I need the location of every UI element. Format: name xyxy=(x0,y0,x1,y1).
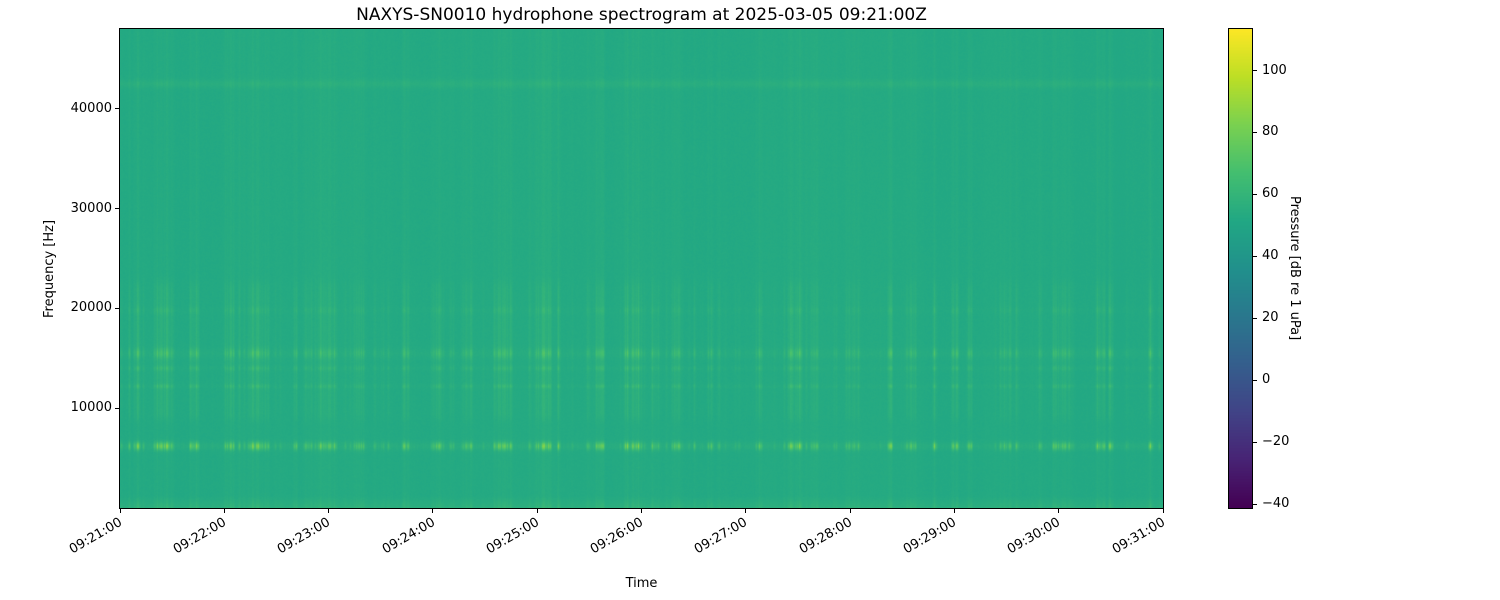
colorbar-tick-mark xyxy=(1253,317,1257,319)
chart-title: NAXYS-SN0010 hydrophone spectrogram at 2… xyxy=(356,5,927,25)
x-tick-mark xyxy=(328,509,330,513)
colorbar-tick-mark xyxy=(1253,441,1257,443)
x-axis-label: Time xyxy=(625,576,658,591)
x-tick-mark xyxy=(1058,509,1060,513)
x-tick-mark xyxy=(1162,509,1164,513)
colorbar-tick-label: −40 xyxy=(1262,496,1290,512)
y-tick-mark xyxy=(115,208,119,210)
x-tick-mark xyxy=(432,509,434,513)
colorbar-tick-label: 20 xyxy=(1262,310,1279,326)
y-tick-label: 10000 xyxy=(70,400,112,416)
colorbar-tick-mark xyxy=(1253,131,1257,133)
colorbar-tick-label: −20 xyxy=(1262,434,1290,450)
colorbar-tick-mark xyxy=(1253,503,1257,505)
y-tick-mark xyxy=(115,307,119,309)
y-axis-label: Frequency [Hz] xyxy=(42,219,57,318)
y-tick-mark xyxy=(115,407,119,409)
colorbar-gradient xyxy=(1229,29,1252,508)
colorbar-tick-mark xyxy=(1253,255,1257,257)
x-tick-mark xyxy=(745,509,747,513)
colorbar-tick-mark xyxy=(1253,193,1257,195)
spectrogram-heatmap xyxy=(120,29,1163,508)
x-tick-label: 09:29:00 xyxy=(900,515,959,558)
x-tick-label: 09:27:00 xyxy=(692,515,751,558)
colorbar-label: Pressure [dB re 1 uPa] xyxy=(1287,196,1302,341)
colorbar-tick-label: 80 xyxy=(1262,124,1279,140)
colorbar-tick-label: 0 xyxy=(1262,372,1271,388)
x-tick-mark xyxy=(849,509,851,513)
x-tick-mark xyxy=(536,509,538,513)
y-tick-label: 30000 xyxy=(70,200,112,216)
x-tick-mark xyxy=(641,509,642,513)
x-tick-mark xyxy=(119,509,121,513)
x-tick-label: 09:30:00 xyxy=(1005,515,1064,558)
x-tick-label: 09:28:00 xyxy=(796,515,855,558)
colorbar-tick-label: 60 xyxy=(1262,186,1279,202)
y-tick-label: 20000 xyxy=(70,300,112,316)
x-tick-label: 09:21:00 xyxy=(66,515,125,558)
x-tick-label: 09:24:00 xyxy=(379,515,438,558)
x-tick-label: 09:23:00 xyxy=(275,515,334,558)
colorbar-tick-mark xyxy=(1253,70,1257,72)
x-tick-label: 09:31:00 xyxy=(1109,515,1168,558)
y-tick-mark xyxy=(115,108,119,110)
x-tick-label: 09:26:00 xyxy=(587,515,646,558)
x-tick-mark xyxy=(953,509,955,513)
x-tick-label: 09:25:00 xyxy=(483,515,542,558)
x-tick-label: 09:22:00 xyxy=(170,515,229,558)
x-tick-mark xyxy=(223,509,225,513)
colorbar-tick-label: 100 xyxy=(1262,62,1287,78)
y-tick-label: 40000 xyxy=(70,100,112,116)
colorbar-tick-mark xyxy=(1253,379,1257,381)
colorbar-tick-label: 40 xyxy=(1262,248,1279,264)
